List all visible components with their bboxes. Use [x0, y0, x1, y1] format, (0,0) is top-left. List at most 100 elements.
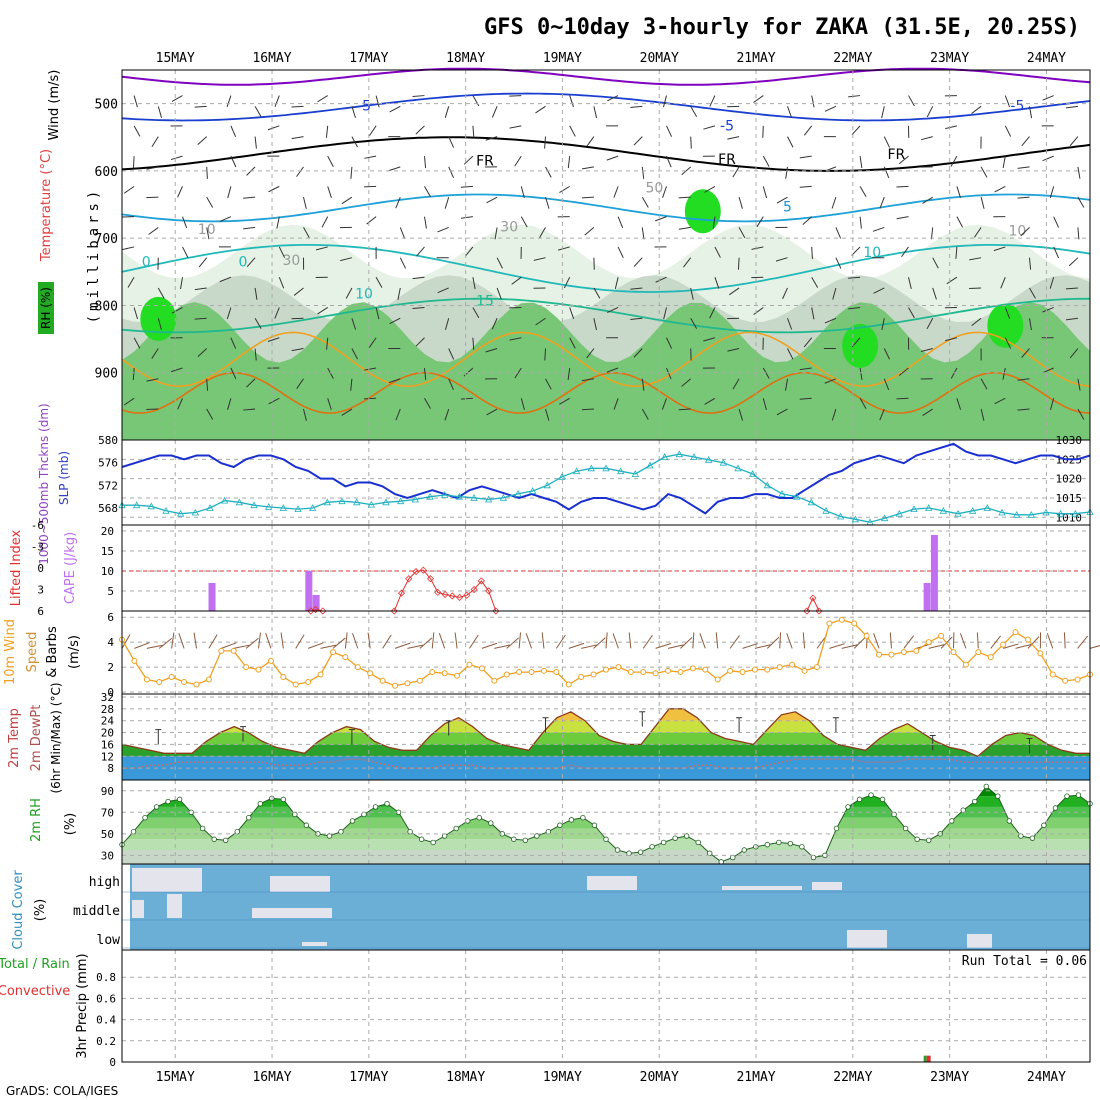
wind-barb: [227, 186, 232, 199]
slp-frame: [121, 439, 1091, 526]
wind-barb: [633, 257, 643, 267]
contour-label: -5: [357, 98, 371, 114]
rh-band: [122, 817, 1090, 829]
wind-barb-10m: [193, 632, 197, 649]
wind-barb: [666, 367, 672, 380]
wind-barb: [230, 125, 237, 138]
wind-barb-10m: [605, 632, 608, 649]
wind-barb: [444, 196, 450, 209]
wind-speed-point: [950, 649, 957, 656]
wind-speed-point: [863, 632, 870, 639]
wind-barb: [879, 196, 885, 209]
li-line: [393, 569, 497, 612]
date-label-top: 15MAY: [156, 51, 195, 66]
wind-barb: [835, 227, 842, 239]
wind-barb: [514, 367, 522, 379]
thickness-point: [939, 506, 948, 514]
wind-barb-10m: [903, 635, 914, 649]
wind-barb: [437, 287, 449, 294]
contour-5: [121, 193, 1091, 223]
wind-barb: [133, 125, 141, 137]
wind-barb: [395, 196, 401, 209]
wind-barb: [898, 155, 909, 165]
thickness-point: [983, 504, 992, 511]
rh-point: [534, 833, 540, 839]
wind-barb: [1002, 367, 1006, 380]
wind-barb: [317, 95, 328, 103]
rh-point: [730, 854, 736, 861]
wind-barb: [762, 155, 770, 167]
rh-point: [707, 850, 713, 856]
rh-point: [372, 804, 379, 810]
wind-barb-10m: [555, 634, 566, 649]
thickness-point: [646, 461, 654, 469]
rh-tick-label: 50: [101, 828, 114, 841]
wind-barb: [753, 307, 764, 315]
wind-tick-label: 0: [107, 686, 114, 699]
wind10-label: Speed: [25, 632, 40, 673]
li-point: [319, 607, 327, 615]
wind-barb: [762, 186, 768, 199]
rh-point: [557, 822, 563, 828]
wind-speed-point: [404, 680, 411, 687]
wind-barb: [1004, 337, 1012, 349]
wind-barb: [1004, 95, 1011, 107]
wind-barb: [206, 166, 208, 179]
rh-point: [660, 839, 667, 846]
rh-point: [338, 828, 344, 835]
pressure-tick-label: 500: [95, 98, 118, 113]
wind-barb: [146, 378, 159, 382]
date-label-top: 22MAY: [833, 51, 872, 66]
wind-barb: [415, 125, 425, 135]
wind-barb: [520, 398, 525, 410]
wind-barb: [802, 216, 813, 226]
li-point: [470, 585, 478, 594]
wind-barb: [198, 257, 208, 268]
rh-point: [430, 839, 436, 846]
thickness-point: [323, 498, 332, 506]
wind-speed-point: [578, 674, 585, 681]
wind-barb: [424, 398, 431, 409]
wind-barb-10m: [352, 633, 359, 649]
wind-barb: [511, 276, 522, 285]
date-label-bottom: 21MAY: [736, 1070, 775, 1085]
wind-barb: [776, 196, 788, 204]
rh-point: [165, 798, 171, 805]
slp-tick-label: 1010: [1056, 511, 1083, 524]
thickness-point: [822, 506, 830, 514]
wind-barb: [883, 166, 890, 179]
thickness-point: [1071, 509, 1080, 517]
wind-speed-point: [156, 679, 163, 686]
wind-barb: [375, 307, 380, 320]
wind10-label: 10m Wind: [3, 619, 18, 685]
contour-label: 15: [476, 293, 494, 309]
wind-speed-point: [1024, 636, 1031, 643]
li-point: [312, 606, 320, 614]
wind-barb: [950, 367, 958, 379]
wind-barb: [714, 277, 720, 289]
wind-barb: [762, 398, 767, 411]
thickness-point: [455, 492, 464, 500]
wind-tick-label: 6: [107, 611, 114, 624]
rh-point: [983, 783, 989, 790]
wind-barb: [613, 398, 619, 410]
thickness-point: [998, 508, 1006, 516]
wind-barb: [496, 257, 503, 269]
wind-speed-point: [590, 671, 597, 678]
wind-barb: [617, 246, 624, 258]
wind-barb-10m: [1089, 645, 1100, 649]
wind-barb: [327, 367, 334, 379]
thickness-point: [147, 502, 156, 510]
wind-barb: [194, 105, 207, 108]
wind-barb: [879, 408, 885, 421]
wind-barb: [364, 155, 377, 159]
wind-barb: [197, 348, 208, 358]
wind-barb: [226, 95, 232, 108]
contour-label: 10: [198, 222, 216, 238]
wind-barb: [122, 246, 135, 251]
wind-barb-10m: [518, 632, 521, 649]
li-tick-label: 6: [37, 605, 44, 618]
wind-barb: [544, 348, 546, 361]
wind-barb: [389, 105, 401, 113]
wind-barb: [896, 397, 909, 400]
